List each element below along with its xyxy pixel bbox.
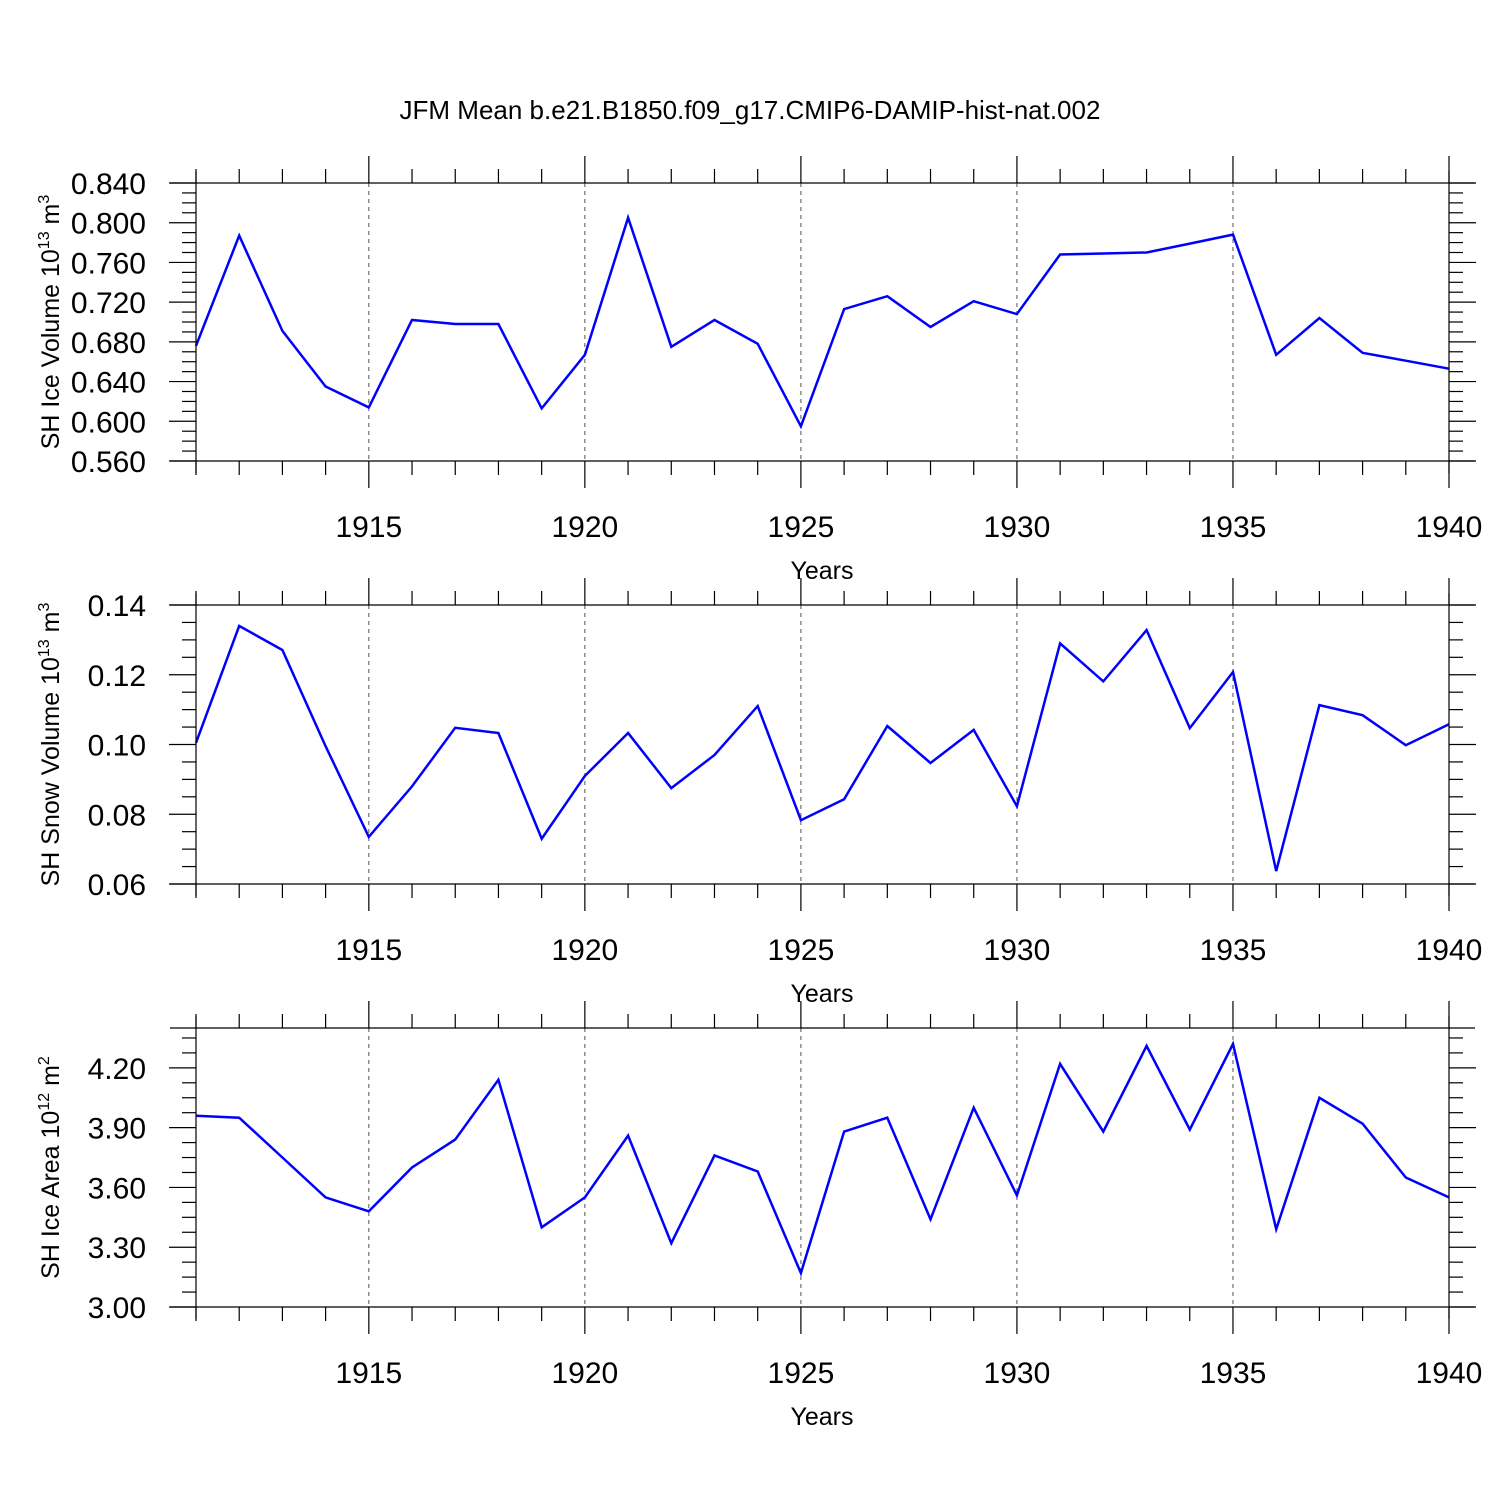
x-tick-label: 1925 (768, 511, 835, 544)
x-tick-label: 1920 (551, 511, 618, 544)
x-tick-label: 1930 (984, 511, 1051, 544)
y-tick-label: 0.12 (88, 660, 146, 693)
x-axis-label: Years (790, 557, 853, 585)
x-tick-label: 1935 (1200, 1357, 1267, 1390)
x-tick-label: 1920 (551, 1357, 618, 1390)
x-tick-label: 1925 (768, 934, 835, 967)
x-tick-label: 1915 (335, 934, 402, 967)
series-line (195, 1040, 1450, 1277)
x-axis-label: Years (790, 1403, 853, 1431)
y-axis-label-exponent: 3 (36, 195, 53, 204)
y-axis-label-exponent: 2 (36, 1056, 53, 1065)
x-axis-label: Years (790, 980, 853, 1008)
y-tick-label: 0.06 (88, 869, 146, 902)
y-tick-label: 0.600 (71, 406, 146, 439)
y-tick-label: 3.90 (88, 1113, 146, 1146)
y-axis-label-text: SH Ice Area 10 (37, 1111, 65, 1279)
y-axis-label-exponent: 13 (36, 231, 53, 249)
y-axis-label: SH Ice Area 1012 m2 (36, 1056, 65, 1279)
y-tick-label: 0.680 (71, 327, 146, 360)
y-tick-label: 3.00 (88, 1292, 146, 1325)
panel-ice-area: 1915 1920 1925 1930 1935 1940 Years 3.00 3.30 3.6… (36, 1001, 1482, 1431)
y-tick-label: 0.560 (71, 446, 146, 479)
panel-snow-volume: 1915 1920 1925 1930 1935 1940 Years 0.06 0.08 0.1… (36, 578, 1482, 1008)
series-line (194, 624, 1450, 872)
x-tick-label: 1940 (1416, 1357, 1483, 1390)
x-tick-label: 1930 (984, 1357, 1051, 1390)
y-tick-label: 0.760 (71, 247, 146, 280)
y-tick-label: 0.10 (88, 730, 146, 763)
y-tick-label: 0.720 (71, 287, 146, 320)
y-axis-label-exponent: 13 (36, 639, 53, 657)
series-line (194, 213, 1450, 430)
y-tick-label: 0.14 (88, 590, 146, 623)
y-axis-label-text: SH Snow Volume 10 (37, 657, 65, 886)
x-tick-label: 1920 (551, 934, 618, 967)
y-tick-label: 3.60 (88, 1172, 146, 1205)
x-tick-label: 1915 (335, 511, 402, 544)
x-tick-label: 1935 (1200, 511, 1267, 544)
y-tick-label: 0.08 (88, 799, 146, 832)
y-axis-label-exponent: 12 (36, 1093, 53, 1111)
y-tick-label: 0.640 (71, 367, 146, 400)
x-tick-label: 1925 (768, 1357, 835, 1390)
y-tick-label: 4.20 (88, 1053, 146, 1086)
chart-title: JFM Mean b.e21.B1850.f09_g17.CMIP6-DAMIP… (400, 95, 1101, 125)
panels: 1915 1920 1925 1930 1935 1940 Years 0.560 0.600 0… (36, 156, 1482, 1431)
x-tick-label: 1940 (1416, 511, 1483, 544)
y-tick-label: 0.800 (71, 208, 146, 241)
y-tick-label: 0.840 (71, 168, 146, 201)
x-tick-label: 1940 (1416, 934, 1483, 967)
y-axis-label-text: m (37, 1065, 65, 1093)
y-axis-label-text: SH Ice Volume 10 (37, 249, 65, 449)
y-axis-label-text: m (37, 204, 65, 232)
y-axis-label-text: m (37, 612, 65, 640)
y-axis-label-exponent: 3 (36, 603, 53, 612)
panel-ice-volume: 1915 1920 1925 1930 1935 1940 Years 0.560 0.600 0… (36, 156, 1482, 585)
y-axis-label: SH Snow Volume 1013 m3 (36, 603, 65, 887)
x-tick-label: 1930 (984, 934, 1051, 967)
x-tick-label: 1935 (1200, 934, 1267, 967)
y-tick-label: 3.30 (88, 1232, 146, 1265)
y-axis-label: SH Ice Volume 1013 m3 (36, 195, 65, 450)
x-tick-label: 1915 (335, 1357, 402, 1390)
